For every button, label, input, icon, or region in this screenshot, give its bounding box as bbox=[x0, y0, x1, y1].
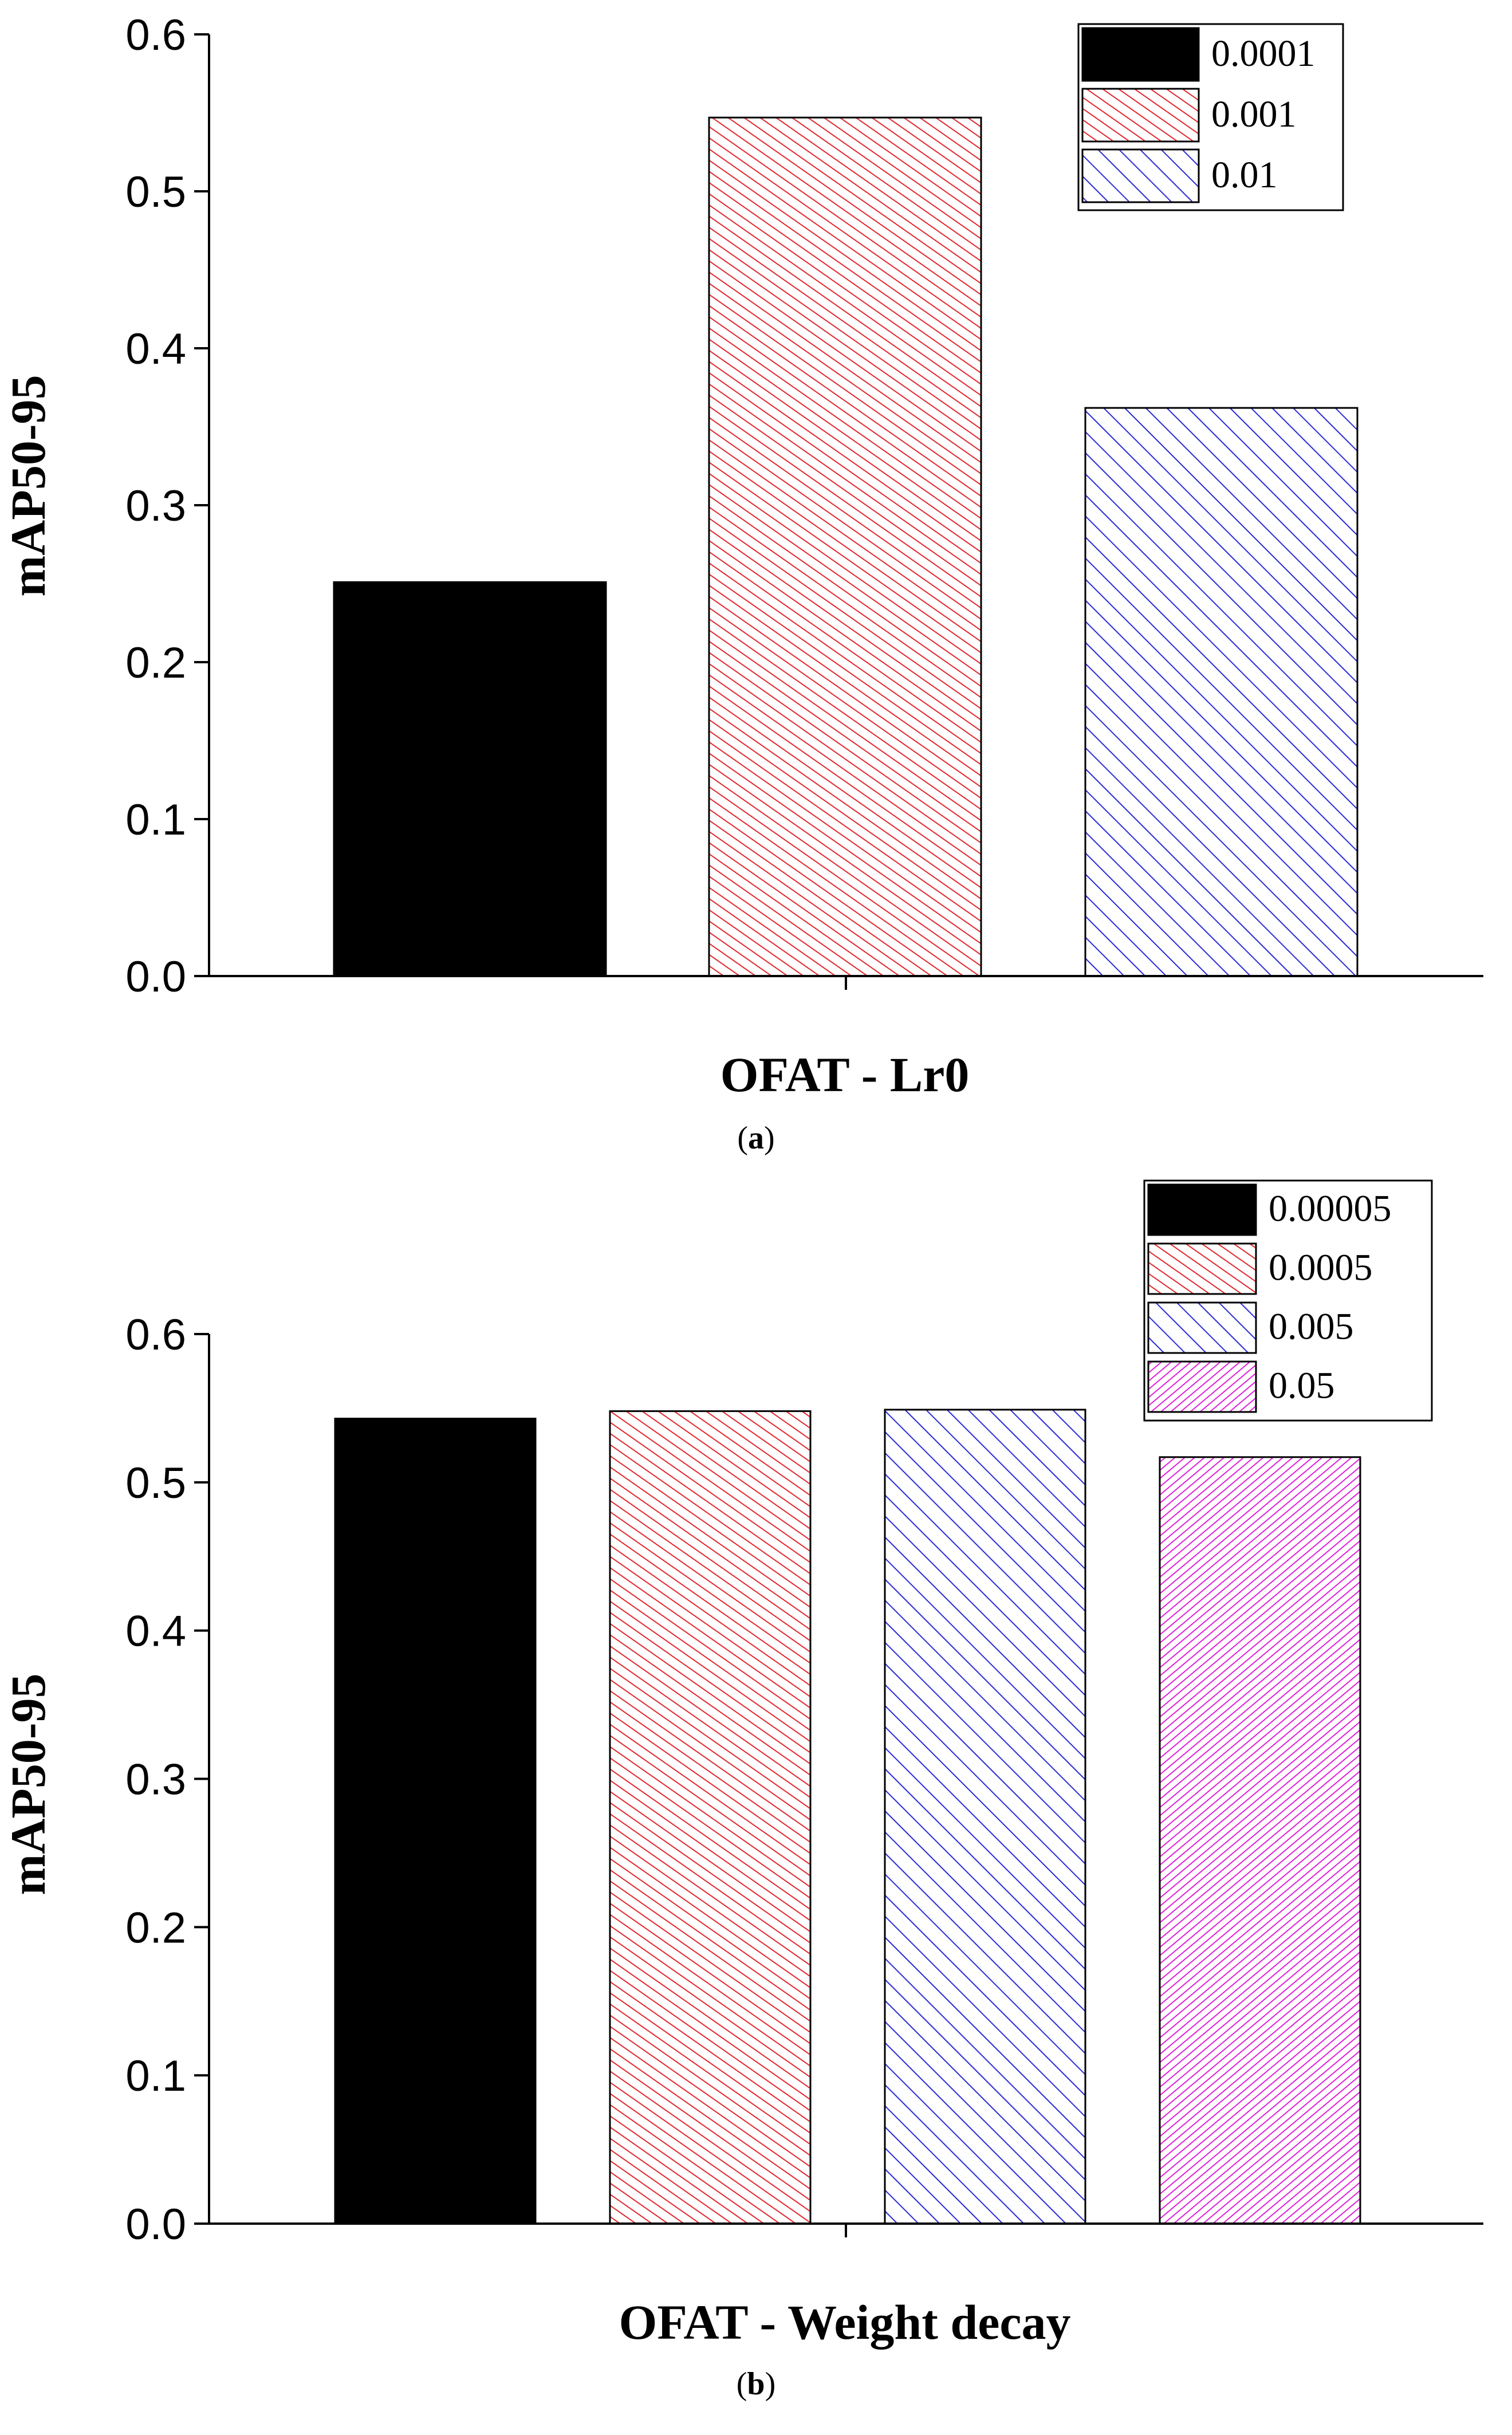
legend-swatch-0.05 bbox=[1147, 1360, 1257, 1413]
y-tick-label-0.1: 0.1 bbox=[125, 796, 186, 844]
bar-0.005 bbox=[884, 1409, 1086, 2225]
chart-panel-a: 0.0 0.1 0.2 0.3 0.4 0.5 0.6 mAP50-95 OFAT - Lr0 (… bbox=[1, 11, 1483, 1156]
y-axis-title: mAP50-95 bbox=[1, 1674, 56, 1895]
y-tick-label-0.3: 0.3 bbox=[125, 482, 186, 530]
y-tick-label-0.1: 0.1 bbox=[125, 2052, 186, 2100]
chart-panel-b: 0.0 0.1 0.2 0.3 0.4 0.5 0.6 mAP50-95 OFAT - Weig… bbox=[1, 1179, 1483, 2402]
bar-0.05 bbox=[1159, 1456, 1361, 2225]
bar-0.01 bbox=[1084, 407, 1359, 977]
x-axis-title: OFAT - Lr0 bbox=[720, 1047, 970, 1102]
legend-label-0.01: 0.01 bbox=[1211, 154, 1278, 196]
legend-swatch-0.001 bbox=[1081, 88, 1200, 143]
legend-swatch-0.01 bbox=[1081, 148, 1200, 203]
bar-0.0005 bbox=[609, 1410, 812, 2225]
y-tick-label-0.0: 0.0 bbox=[125, 953, 186, 1001]
y-tick-label-0.2: 0.2 bbox=[125, 639, 186, 687]
legend: 0.0001 0.001 0.01 bbox=[1077, 23, 1344, 211]
y-tick-label-0.5: 0.5 bbox=[125, 168, 186, 217]
y-tick-label-0.6: 0.6 bbox=[125, 1311, 186, 1359]
y-tick-label-0.2: 0.2 bbox=[125, 1903, 186, 1952]
y-axis-title: mAP50-95 bbox=[1, 375, 56, 597]
bar-0.00005 bbox=[334, 1418, 537, 2225]
y-tick-label-0.4: 0.4 bbox=[125, 325, 186, 373]
panel-label: (b) bbox=[737, 2366, 775, 2402]
bar-0.001 bbox=[708, 116, 982, 977]
x-axis-title: OFAT - Weight decay bbox=[619, 2295, 1070, 2350]
y-tick-label-0.3: 0.3 bbox=[125, 1756, 186, 1804]
legend-swatch-0.005 bbox=[1147, 1301, 1257, 1354]
legend-label-0.00005: 0.00005 bbox=[1269, 1187, 1392, 1229]
legend-label-0.0001: 0.0001 bbox=[1211, 33, 1316, 74]
bar-0.0001 bbox=[333, 581, 607, 977]
legend-label-0.0005: 0.0005 bbox=[1269, 1246, 1373, 1288]
panel-label: (a) bbox=[737, 1120, 774, 1156]
legend-swatch-0.0001 bbox=[1081, 27, 1200, 82]
y-tick-label-0.0: 0.0 bbox=[125, 2200, 186, 2249]
legend-label-0.005: 0.005 bbox=[1269, 1305, 1354, 1347]
y-tick-label-0.5: 0.5 bbox=[125, 1459, 186, 1508]
legend: 0.00005 0.0005 0.005 0.05 bbox=[1143, 1179, 1433, 1422]
legend-swatch-0.00005 bbox=[1147, 1183, 1257, 1236]
y-tick-label-0.6: 0.6 bbox=[125, 11, 186, 60]
legend-label-0.001: 0.001 bbox=[1211, 93, 1297, 135]
legend-swatch-0.0005 bbox=[1147, 1242, 1257, 1295]
legend-label-0.05: 0.05 bbox=[1269, 1364, 1335, 1406]
y-tick-label-0.4: 0.4 bbox=[125, 1607, 186, 1656]
